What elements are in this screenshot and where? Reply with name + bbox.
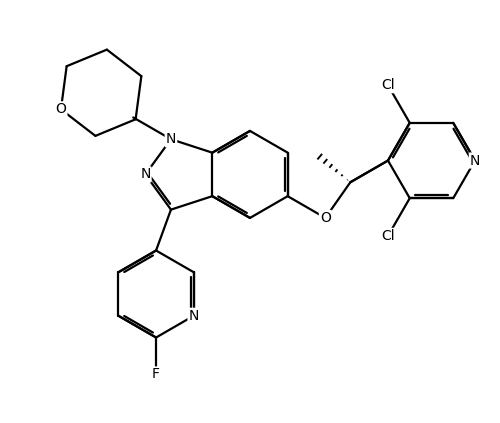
- Text: N: N: [188, 309, 199, 323]
- Text: N: N: [166, 132, 176, 146]
- Text: N: N: [470, 154, 480, 168]
- Text: O: O: [56, 102, 66, 116]
- Text: Cl: Cl: [381, 78, 395, 92]
- Text: F: F: [152, 368, 160, 382]
- Text: Cl: Cl: [381, 229, 395, 243]
- Text: O: O: [320, 211, 331, 225]
- Text: N: N: [140, 168, 150, 181]
